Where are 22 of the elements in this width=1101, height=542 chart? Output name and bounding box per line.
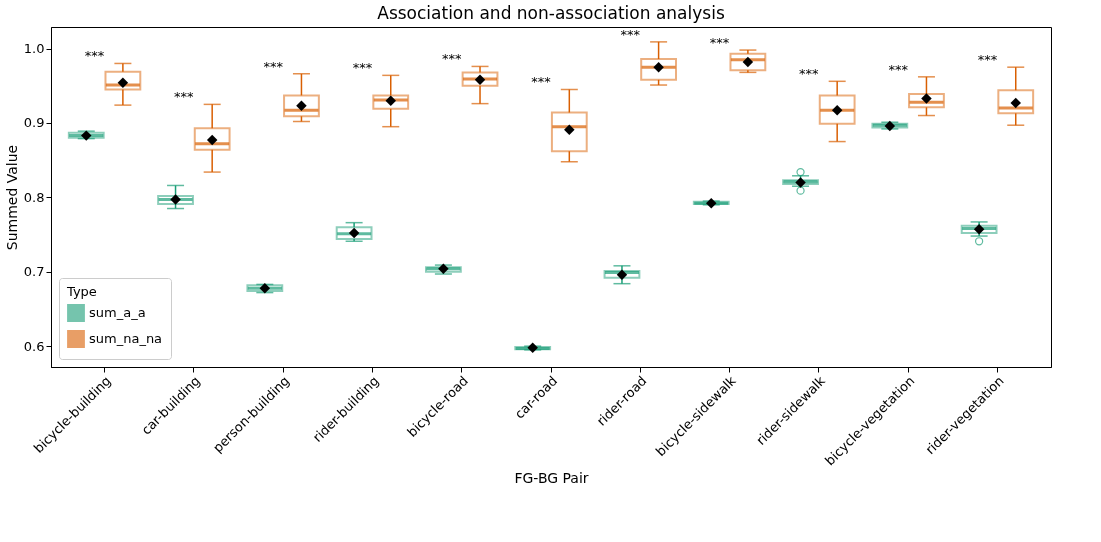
legend-title: Type [66,284,97,299]
annotation: *** [977,52,998,68]
annotation: *** [620,26,641,42]
legend-label: sum_na_na [89,331,163,346]
y-tick-label: 0.9 [23,115,45,131]
annotation: *** [352,60,373,76]
annotation: *** [531,74,552,90]
y-tick-label: 0.7 [23,264,45,280]
annotation: *** [888,61,909,77]
annotation: *** [799,66,820,82]
annotation: *** [263,58,284,74]
legend-label: sum_a_a [89,305,146,320]
chart-title: Association and non-association analysis [377,3,725,23]
annotation: *** [441,51,462,67]
y-tick-label: 1.0 [23,41,45,57]
annotation: *** [174,89,195,105]
y-tick-label: 0.8 [23,189,45,205]
y-axis-title: Summed Value [3,144,20,251]
y-tick-label: 0.6 [23,338,45,354]
annotation: *** [84,48,105,64]
x-axis-title: FG-BG Pair [514,470,589,487]
annotation: *** [709,35,730,51]
